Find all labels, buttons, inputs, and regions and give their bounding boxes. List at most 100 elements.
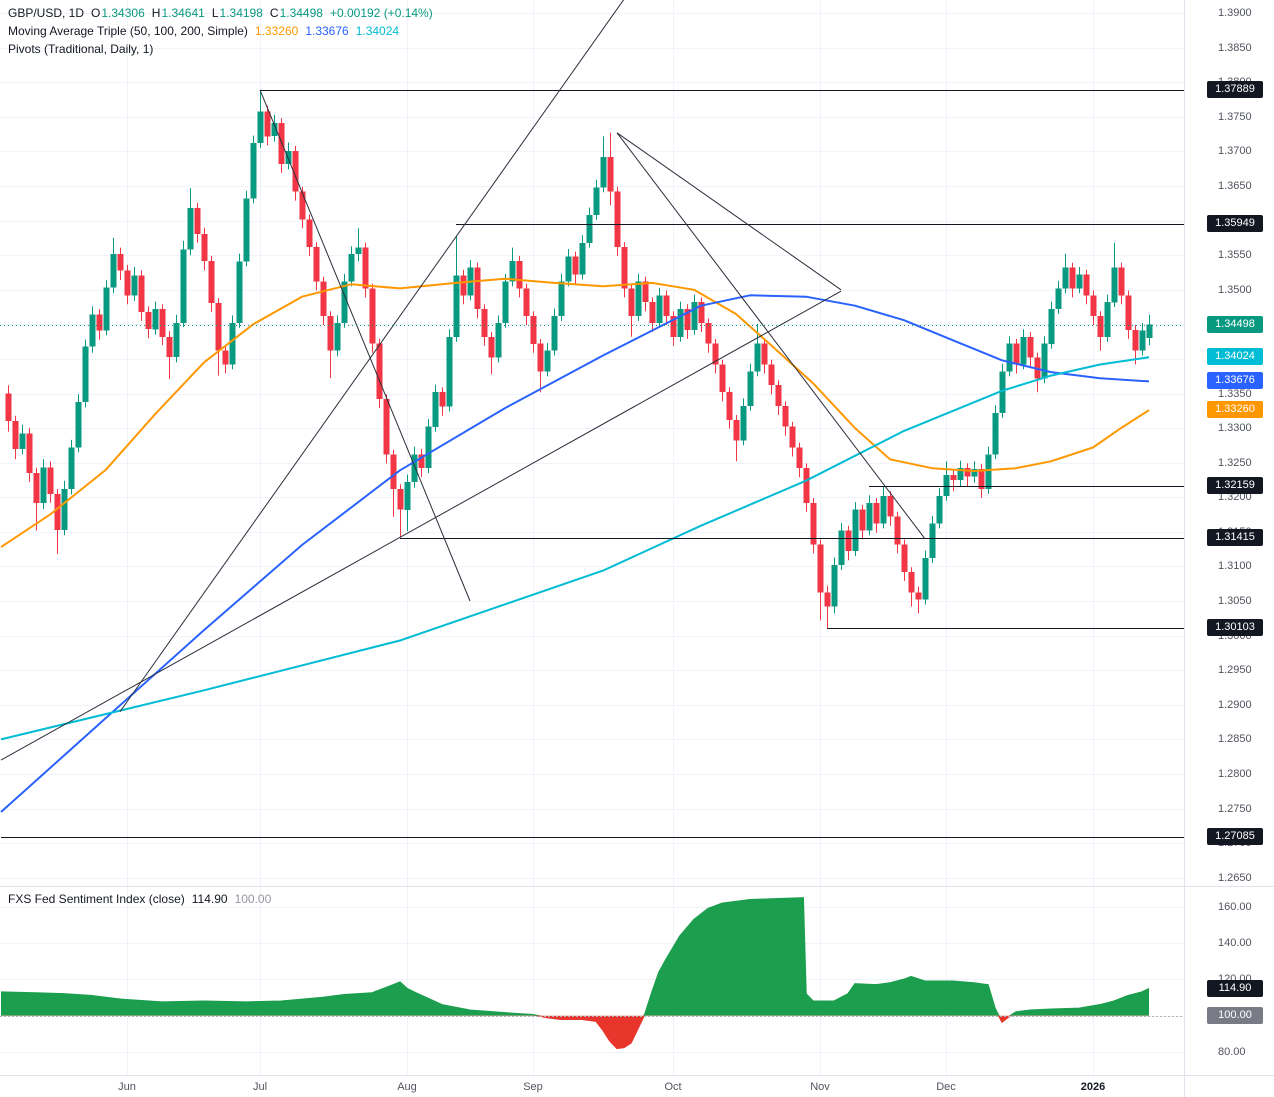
candle-body — [180, 249, 187, 323]
candle-body — [866, 502, 873, 531]
candle-body — [985, 454, 992, 489]
candle-body — [663, 295, 670, 316]
candle-body — [1083, 274, 1090, 296]
candle-body — [1055, 288, 1062, 310]
ohlc-open: O1.34306 — [91, 6, 145, 20]
trend-line[interactable] — [616, 132, 926, 540]
candle-body — [894, 516, 901, 545]
candle-body — [397, 489, 404, 510]
candle-body — [432, 392, 439, 427]
candle-body — [600, 157, 607, 188]
trend-line[interactable] — [259, 89, 471, 602]
candle-body — [649, 302, 656, 323]
candle-body — [173, 323, 180, 357]
candle-body — [54, 493, 61, 530]
candle-body — [376, 343, 383, 399]
price-badge: 1.32159 — [1207, 477, 1263, 494]
candle-body — [733, 419, 740, 441]
candle-body — [908, 572, 915, 593]
candle-body — [803, 468, 810, 503]
sentiment-chart-canvas[interactable] — [0, 887, 1184, 1075]
candle-body — [712, 343, 719, 365]
candle-body — [614, 191, 621, 247]
price-tick: 1.3200 — [1218, 491, 1252, 503]
candle-body — [740, 406, 747, 441]
candle-body — [593, 187, 600, 216]
price-badge: 1.30103 — [1207, 619, 1263, 636]
candle-body — [327, 316, 334, 351]
candle-body — [201, 233, 208, 261]
change-value: +0.00192 (+0.14%) — [329, 6, 433, 20]
candle-body — [558, 281, 565, 317]
sentiment-legend-row[interactable]: FXS Fed Sentiment Index (close) 114.90 1… — [8, 891, 271, 907]
candle-body — [1069, 267, 1076, 289]
candle-body — [915, 592, 922, 600]
candle-body — [355, 247, 362, 254]
ma-line-sma-200 — [0, 356, 1150, 741]
symbol-legend-row[interactable]: GBP/USD, 1D O1.34306 H1.34641 L1.34198 C… — [8, 5, 433, 21]
price-axis[interactable]: 1.39001.38501.38001.37501.37001.36501.36… — [1184, 0, 1274, 886]
candle-body — [488, 336, 495, 358]
price-tick: 1.3250 — [1218, 457, 1252, 469]
candle-body — [502, 281, 509, 323]
sentiment-tick: 160.00 — [1218, 901, 1252, 913]
candle-body — [929, 523, 936, 559]
trend-line[interactable] — [616, 132, 842, 291]
price-tick: 1.3050 — [1218, 595, 1252, 607]
main-legend: GBP/USD, 1D O1.34306 H1.34641 L1.34198 C… — [8, 5, 433, 57]
candle-body — [96, 314, 103, 331]
ma-legend-row[interactable]: Moving Average Triple (50, 100, 200, Sim… — [8, 23, 433, 39]
trend-line[interactable] — [119, 0, 625, 712]
ohlc-low: L1.34198 — [211, 6, 263, 20]
time-label: Nov — [810, 1081, 830, 1093]
sub-grid — [0, 887, 1184, 1075]
candle-body — [1132, 329, 1139, 351]
candle-body — [992, 412, 999, 455]
candle-body — [285, 150, 292, 164]
candle-body — [495, 323, 502, 358]
time-axis[interactable]: Jun Jul Aug Sep Oct Nov Dec 2026 — [0, 1075, 1184, 1097]
candle-body — [705, 323, 712, 344]
candle-body — [320, 281, 327, 317]
candle-body — [873, 502, 880, 524]
time-label: 2026 — [1080, 1081, 1106, 1093]
sentiment-tick: 140.00 — [1218, 937, 1252, 949]
candle-body — [656, 295, 663, 323]
candle-body — [537, 343, 544, 372]
candle-body — [726, 392, 733, 420]
candle-body — [411, 454, 418, 483]
axis-corner — [1184, 1075, 1274, 1097]
pivots-legend-row[interactable]: Pivots (Traditional, Daily, 1) — [8, 41, 433, 57]
candle-body — [26, 433, 33, 474]
candle-body — [68, 447, 75, 489]
candle-body — [565, 256, 572, 282]
candle-body — [838, 530, 845, 566]
candle-body — [75, 401, 82, 448]
candle-body — [586, 215, 593, 243]
candle-body — [859, 509, 866, 531]
sentiment-axis[interactable]: 160.00140.00120.00100.0080.00114.90100.0… — [1184, 886, 1274, 1075]
candle-body — [901, 544, 908, 572]
candle-body — [439, 392, 446, 407]
candle-body — [47, 467, 54, 494]
candle-body — [1097, 316, 1104, 337]
candle-body — [117, 253, 124, 271]
candle-body — [1048, 309, 1055, 344]
candle-body — [509, 260, 516, 282]
candle-body — [299, 191, 306, 220]
ma-indicator-title: Moving Average Triple (50, 100, 200, Sim… — [8, 24, 248, 38]
price-chart-canvas[interactable] — [0, 0, 1184, 886]
candle-body — [880, 495, 887, 524]
candle-body — [194, 208, 201, 234]
price-badge: 1.31415 — [1207, 529, 1263, 546]
candle-body — [579, 242, 586, 275]
candle-body — [271, 123, 278, 137]
candle-body — [1090, 295, 1097, 316]
main-grid — [0, 0, 1184, 886]
price-tick: 1.2650 — [1218, 872, 1252, 884]
candle-body — [1013, 343, 1020, 365]
sentiment-line-positive — [0, 897, 1150, 1016]
candle-body — [89, 314, 96, 347]
